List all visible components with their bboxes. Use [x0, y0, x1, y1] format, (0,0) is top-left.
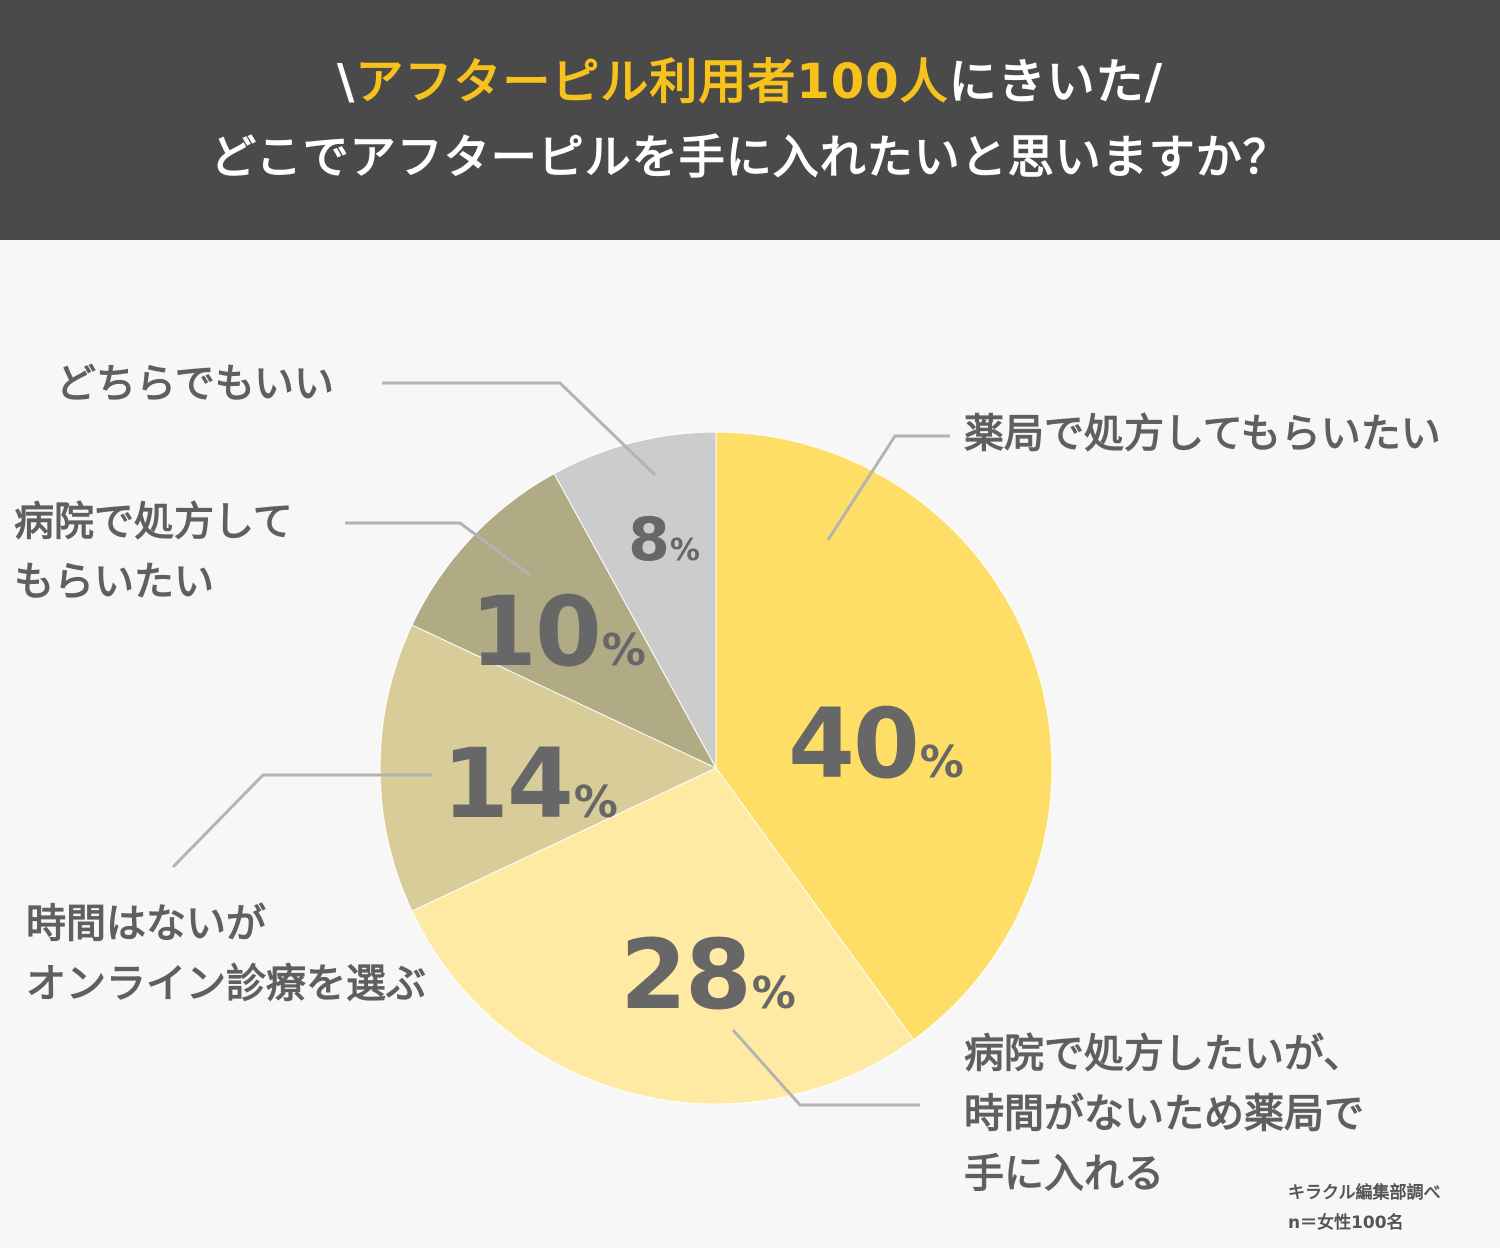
slice-label-pharmacy: 薬局で処方してもらいたい [964, 411, 1441, 457]
label-line: 手に入れる [964, 1151, 1164, 1197]
label-line: 病院で処方して [14, 499, 293, 545]
label-line: もらいたい [14, 559, 214, 605]
leader-line-online [171, 773, 432, 869]
pct-value: 10 [470, 576, 602, 688]
leader-line-pharmacy-busy [731, 1029, 920, 1107]
header-prefix: \ [336, 54, 356, 110]
pct-value: 40 [788, 688, 920, 800]
pct-symbol: % [573, 777, 618, 828]
pie-slice-pharmacy [715, 431, 1053, 1041]
pct-value: 28 [620, 919, 752, 1031]
slice-label-online: 時間はないが オンライン診療を選ぶ [26, 894, 426, 1014]
leader-line-either [382, 381, 657, 477]
chart-title: どこでアフターピルを手に入れたいと思いますか？ [210, 130, 1290, 184]
header-line-1: \アフターピル利用者100人にきいた/ [337, 50, 1163, 114]
slice-label-hospital: 病院で処方して もらいたい [14, 492, 293, 612]
pie-slice-either [553, 431, 717, 769]
pct-value: 14 [442, 728, 574, 840]
leader-line-hospital [345, 521, 531, 577]
source-line-2: n＝女性100名 [1288, 1213, 1404, 1233]
label-line: 時間はないが [26, 901, 266, 947]
slice-label-pharmacy-busy: 病院で処方したいが、 時間がないため薬局で 手に入れる [964, 1024, 1364, 1204]
label-line: 病院で処方したいが、 [964, 1031, 1364, 1077]
label-line: オンライン診療を選ぶ [26, 961, 426, 1007]
label-line: 時間がないため薬局で [964, 1091, 1364, 1137]
pct-label-pharmacy: 40% [788, 688, 964, 800]
pct-value: 8 [628, 505, 670, 575]
header-highlight: アフターピル利用者100人 [355, 54, 949, 110]
pct-label-either: 8% [628, 505, 700, 575]
leader-line-pharmacy [826, 434, 950, 541]
pct-symbol: % [919, 737, 964, 788]
source-line-1: キラクル編集部調べ [1288, 1183, 1441, 1203]
pie-slice-online [379, 624, 718, 912]
header-banner: \アフターピル利用者100人にきいた/ どこでアフターピルを手に入れたいと思いま… [0, 0, 1500, 240]
source-note: キラクル編集部調べ n＝女性100名 [1288, 1178, 1441, 1238]
pct-symbol: % [669, 533, 700, 568]
pct-label-pharmacy-busy: 28% [620, 919, 796, 1031]
pct-symbol: % [751, 968, 796, 1019]
pie-slice-hospital [411, 472, 718, 770]
leader-lines [171, 381, 950, 1107]
header-suffix: にきいた/ [948, 54, 1164, 110]
slice-label-either: どちらでもいい [56, 361, 334, 407]
pct-symbol: % [601, 625, 646, 676]
pct-label-hospital: 10% [470, 576, 646, 688]
pie-slices [379, 431, 1053, 1105]
pie-slice-pharmacy-busy [411, 767, 915, 1105]
pct-label-online: 14% [442, 728, 618, 840]
